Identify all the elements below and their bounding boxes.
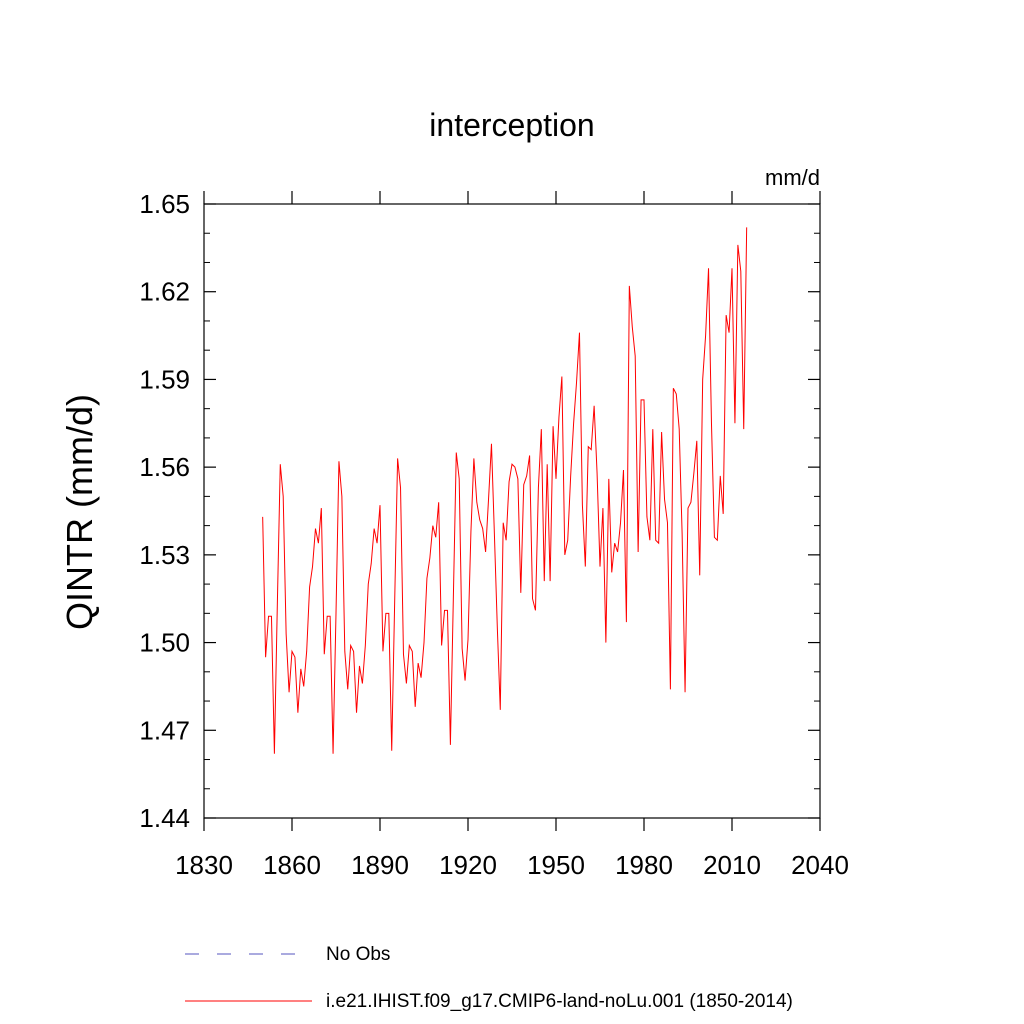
legend-label-series: i.e21.IHIST.f09_g17.CMIP6-land-noLu.001 … (326, 991, 793, 1012)
chart-title: interception (429, 107, 594, 143)
y-tick-label: 1.59 (139, 364, 190, 394)
y-ticks: 1.44 1.47 1.50 1.53 1.56 1.59 1.62 1.65 (139, 189, 820, 833)
x-tick-label: 1980 (615, 850, 673, 880)
x-tick-label: 2040 (791, 850, 849, 880)
x-tick-label: 1830 (175, 850, 233, 880)
x-ticks: 1830 1860 1890 1920 1950 1980 2010 2040 (175, 191, 849, 880)
y-tick-label: 1.56 (139, 452, 190, 482)
y-tick-label: 1.50 (139, 628, 190, 658)
series-group (262, 227, 748, 754)
y-tick-label: 1.53 (139, 540, 190, 570)
legend-label-no-obs: No Obs (326, 944, 390, 965)
plot-frame (203, 203, 821, 819)
x-tick-label: 2010 (703, 850, 761, 880)
y-axis-label: QINTR (mm/d) (59, 394, 100, 630)
y-tick-label: 1.47 (139, 715, 190, 745)
y-tick-label: 1.62 (139, 277, 190, 307)
x-tick-label: 1860 (263, 850, 321, 880)
x-tick-label: 1920 (439, 850, 497, 880)
x-tick-label: 1890 (351, 850, 409, 880)
y-tick-label: 1.44 (139, 803, 190, 833)
units-label: mm/d (765, 165, 820, 190)
series-line (262, 227, 748, 754)
y-tick-label: 1.65 (139, 189, 190, 219)
legend: No Obs i.e21.IHIST.f09_g17.CMIP6-land-no… (185, 944, 793, 1012)
x-tick-label: 1950 (527, 850, 585, 880)
